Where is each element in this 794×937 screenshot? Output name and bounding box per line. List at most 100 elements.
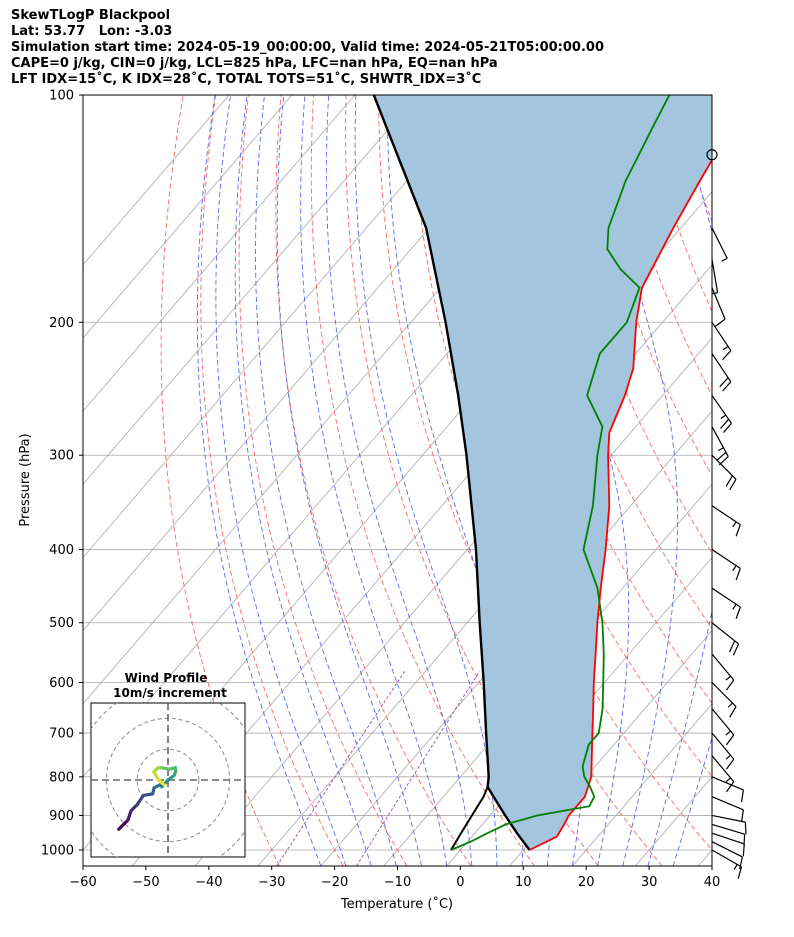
barb-staff (711, 426, 729, 457)
barb-half-flag (720, 414, 727, 420)
y-tick-label: 700 (49, 727, 74, 742)
isotherm-line (83, 95, 419, 485)
barb-staff (711, 732, 735, 760)
barb-half-flag (733, 864, 738, 870)
isotherm-line (83, 95, 356, 412)
barb-flag (714, 318, 726, 327)
barb-flag (735, 524, 741, 537)
parcel-dewpoint-line (450, 786, 489, 851)
x-tick-label: −40 (195, 875, 222, 890)
wind-barb (711, 849, 743, 879)
hodograph-segment (117, 818, 130, 831)
y-tick-label: 1000 (41, 844, 74, 859)
barb-half-flag (721, 257, 728, 262)
barb-staff (711, 353, 732, 383)
title-line-location: Lat: 53.77 Lon: -3.03 (11, 24, 173, 39)
barb-staff (711, 454, 737, 480)
parcel-path-line (372, 95, 531, 851)
dry-adiabat-line (573, 95, 712, 477)
wind-barb (711, 227, 728, 262)
wind-barb (711, 287, 726, 327)
hodograph-inset: Wind Profile 10m/s increment (90, 671, 246, 858)
moist-adiabat-line (255, 95, 397, 866)
chart-header: SkewTLogP Blackpool Lat: 53.77 Lon: -3.0… (11, 8, 604, 88)
barb-half-flag (727, 702, 733, 708)
barb-half-flag (725, 675, 731, 681)
x-tick-label: −30 (258, 875, 285, 890)
title-line-indices: LFT IDX=15˚C, K IDX=28˚C, TOTAL TOTS=51˚… (11, 72, 482, 87)
x-tick-label: −20 (321, 875, 348, 890)
x-tick-label: −50 (132, 875, 159, 890)
barb-flag (735, 606, 741, 619)
isotherm-line (320, 410, 712, 866)
wind-barb (711, 832, 745, 857)
wind-barbs-group (706, 149, 747, 879)
barb-flag (729, 478, 737, 491)
y-tick-label: 800 (49, 770, 74, 785)
barb-flag (725, 758, 735, 770)
x-tick-label: −60 (69, 875, 96, 890)
wind-barb (711, 823, 746, 847)
x-tick-label: −10 (384, 875, 411, 890)
y-tick-label: 500 (49, 616, 74, 631)
y-tick-label: 600 (49, 676, 74, 691)
barb-staff (711, 653, 735, 681)
isotherm-line (572, 703, 712, 866)
barb-staff (711, 682, 737, 707)
barb-half-flag (732, 603, 737, 610)
isotherm-line (83, 95, 482, 559)
barb-flag (744, 822, 747, 835)
y-axis-label: Pressure (hPa) (18, 433, 33, 526)
barb-staff (711, 395, 732, 424)
wind-barb (711, 395, 732, 434)
x-tick-label: 0 (456, 875, 464, 890)
dewpoint-line (450, 95, 671, 851)
moist-adiabat-line (354, 95, 498, 866)
wind-barb (711, 587, 741, 619)
barb-flag (737, 866, 743, 879)
barb-flag (740, 809, 744, 823)
barb-flag (735, 568, 741, 581)
x-tick-label: 40 (704, 875, 721, 890)
isotherm-line (83, 95, 293, 339)
wind-barb (711, 796, 744, 823)
title-line-station: SkewTLogP Blackpool (11, 8, 171, 23)
x-axis-group: −60 −50 −40 −30 −20 −10 0 10 20 30 40 (69, 866, 720, 890)
wind-barb (711, 505, 741, 537)
wind-barb (711, 549, 741, 581)
wind-barb (711, 755, 735, 793)
barb-staff (711, 814, 746, 823)
barb-staff (711, 587, 741, 608)
hodograph-subtitle: 10m/s increment (113, 686, 227, 700)
wind-barb (711, 708, 735, 746)
barb-staff (711, 259, 719, 293)
barb-flag (732, 643, 740, 656)
wind-barb (711, 682, 737, 718)
wind-barb (711, 321, 732, 361)
x-tick-label: 10 (515, 875, 532, 890)
barb-flag (716, 451, 727, 461)
y-tick-label: 400 (49, 543, 74, 558)
hodograph-segment (135, 793, 145, 807)
moist-adiabat-line (196, 95, 322, 866)
moist-adiabat-line (591, 95, 679, 866)
barb-staff (711, 505, 741, 526)
x-axis-label: Temperature (˚C) (340, 896, 453, 912)
barb-staff (711, 796, 744, 811)
barb-half-flag (722, 345, 729, 351)
wind-barb (711, 454, 737, 491)
barb-staff (711, 708, 735, 736)
barb-flag (725, 781, 735, 793)
moist-adiabat-line (215, 95, 347, 866)
mixing-ratio-line (276, 671, 406, 866)
dry-adiabat-line (671, 95, 712, 223)
hodograph-content (91, 703, 245, 857)
barb-staff (711, 227, 728, 259)
hodograph-title: Wind Profile (125, 671, 208, 685)
wind-barb (711, 622, 740, 656)
isotherm-line (83, 95, 230, 266)
barb-flag (742, 843, 745, 857)
barb-flag (725, 734, 735, 746)
y-tick-label: 100 (49, 89, 74, 104)
